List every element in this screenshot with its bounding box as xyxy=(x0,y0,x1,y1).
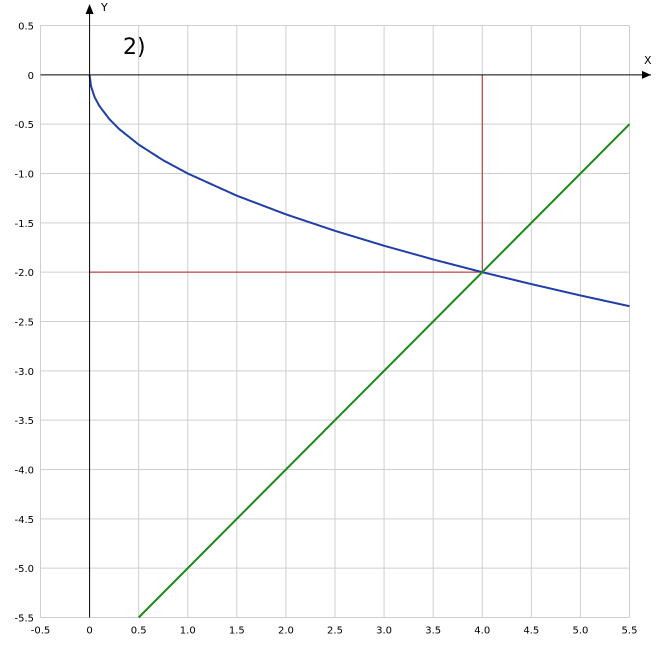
y-tick-label: 0.5 xyxy=(18,22,34,33)
y-tick-label: -1.0 xyxy=(14,170,34,181)
y-tick-label: -3.0 xyxy=(14,367,34,378)
x-tick-label: 5.0 xyxy=(572,626,588,637)
y-tick-label: -1.5 xyxy=(14,219,34,230)
y-axis-arrow xyxy=(85,4,94,14)
x-axis-arrow xyxy=(642,70,651,79)
x-tick-label: -0.5 xyxy=(31,626,51,637)
y-tick-label: -3.5 xyxy=(14,416,34,427)
y-tick-label: -2.5 xyxy=(14,318,34,329)
x-tick-label: 1.5 xyxy=(229,626,245,637)
x-tick-label: 0 xyxy=(86,626,92,637)
series-group xyxy=(88,74,631,619)
x-tick-label: 2.5 xyxy=(327,626,343,637)
axes xyxy=(40,4,651,618)
y-tick-label: -5.5 xyxy=(14,614,34,625)
x-tick-label: 4.0 xyxy=(474,626,490,637)
y-tick-label: -2.0 xyxy=(14,268,34,279)
x-tick-label: 0.5 xyxy=(131,626,147,637)
series-line-1 xyxy=(88,74,630,308)
y-axis-label: Y xyxy=(100,1,108,14)
x-tick-label: 3.0 xyxy=(376,626,392,637)
x-axis-label: X xyxy=(644,54,652,67)
y-tick-label: -5.0 xyxy=(14,564,34,575)
y-tick-label: 0 xyxy=(28,71,34,82)
annotation-label: 2) xyxy=(123,35,146,60)
y-tick-label: -4.5 xyxy=(14,515,34,526)
series-line-2 xyxy=(137,123,631,619)
guide-lines xyxy=(89,74,483,273)
x-tick-label: 5.5 xyxy=(622,626,638,637)
tick-labels: -0.5 0 0.5 1.0 1.5 2.0 2.5 3.0 3.5 4.0 4.5 5.0 5.5 0.… xyxy=(14,22,637,637)
x-tick-label: 4.5 xyxy=(523,626,539,637)
x-tick-label: 2.0 xyxy=(278,626,294,637)
x-tick-label: 3.5 xyxy=(425,626,441,637)
y-tick-label: -4.0 xyxy=(14,466,34,477)
y-tick-label: -0.5 xyxy=(14,120,34,131)
grid xyxy=(40,25,630,618)
x-tick-label: 1.0 xyxy=(180,626,196,637)
